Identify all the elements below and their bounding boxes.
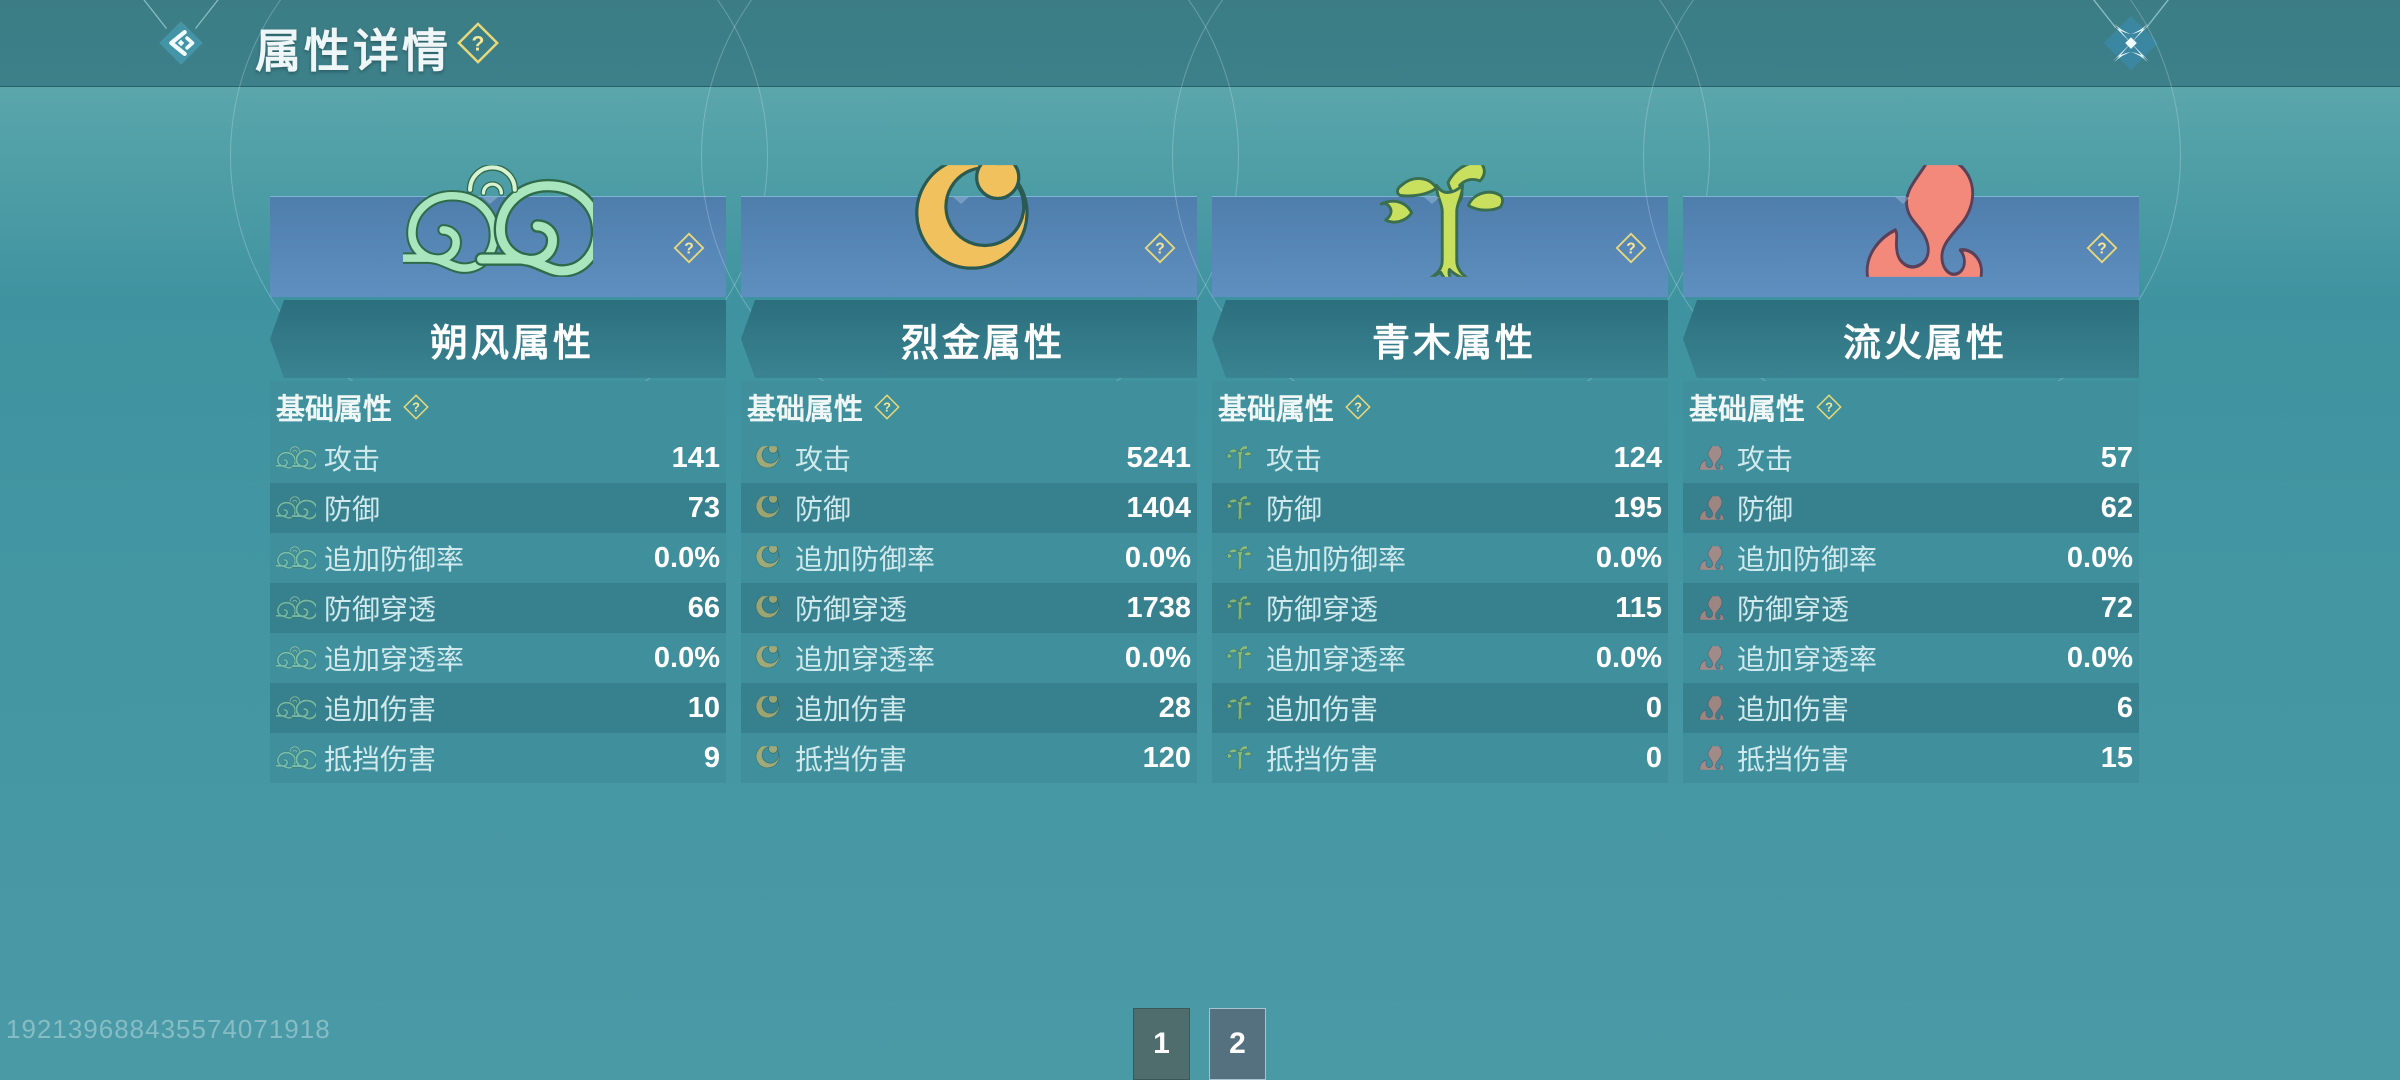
svg-text:?: ? [1626, 241, 1636, 258]
svg-text:?: ? [883, 400, 891, 415]
svg-text:?: ? [1825, 400, 1833, 415]
svg-text:?: ? [2097, 241, 2107, 258]
svg-text:?: ? [412, 400, 420, 415]
svg-text:?: ? [1354, 400, 1362, 415]
svg-text:?: ? [1155, 241, 1165, 258]
svg-text:?: ? [684, 241, 694, 258]
